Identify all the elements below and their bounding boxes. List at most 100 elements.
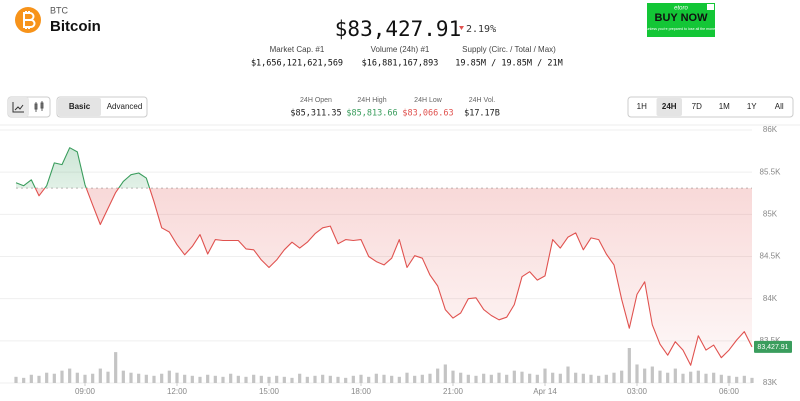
volume-bar bbox=[673, 368, 677, 383]
volume-bar bbox=[290, 377, 294, 383]
ad[interactable]: etoro BUY NOW Don't invest unless you're… bbox=[627, 3, 735, 37]
volume-bar bbox=[696, 370, 700, 383]
price-tag-label: 83,427.91 bbox=[757, 344, 788, 351]
volume-bar bbox=[367, 376, 371, 383]
volume-bar bbox=[466, 374, 470, 383]
volume-bar bbox=[482, 373, 486, 383]
volume-bar bbox=[443, 364, 447, 383]
volume-bar bbox=[83, 374, 87, 383]
stat-value: $16,881,167,893 bbox=[362, 59, 439, 69]
range-stat-value: $85,311.35 bbox=[290, 109, 341, 119]
volume-bar bbox=[451, 370, 455, 383]
volume-bar bbox=[512, 370, 516, 383]
x-tick-label: 15:00 bbox=[259, 387, 280, 396]
volume-bar bbox=[528, 373, 532, 383]
volume-bar bbox=[213, 375, 217, 383]
volume-bar bbox=[643, 368, 647, 383]
coin-glyph bbox=[23, 11, 36, 29]
volume-bar bbox=[259, 375, 263, 383]
range-label: 1H bbox=[637, 102, 647, 111]
volume-bar bbox=[305, 376, 309, 383]
volume-bar bbox=[420, 374, 424, 383]
candle-style-button[interactable] bbox=[34, 101, 44, 112]
y-tick-label: 86K bbox=[763, 125, 778, 134]
volume-bar bbox=[704, 373, 708, 383]
volume-bar bbox=[551, 372, 555, 383]
volume-bar bbox=[298, 373, 302, 383]
range-stat-label: 24H High bbox=[357, 97, 386, 104]
ad-box[interactable] bbox=[647, 3, 715, 37]
volume-bar bbox=[190, 375, 194, 383]
volume-bar bbox=[474, 375, 478, 383]
volume-bar bbox=[505, 374, 509, 383]
volume-bar bbox=[489, 374, 493, 383]
volume-bar bbox=[566, 366, 570, 383]
volume-bar bbox=[612, 372, 616, 383]
range-label: 1Y bbox=[747, 102, 757, 111]
volume-bar bbox=[60, 370, 64, 383]
volume-bar bbox=[45, 372, 49, 383]
volume-bar bbox=[22, 377, 26, 383]
price-tag bbox=[754, 340, 792, 353]
range-stat-label: 24H Open bbox=[300, 97, 332, 104]
volume-bar bbox=[627, 348, 631, 383]
volume-bar bbox=[275, 375, 279, 383]
range-stat-label: 24H Vol. bbox=[469, 97, 496, 104]
range-label: 1M bbox=[719, 102, 730, 111]
volume-bar bbox=[597, 375, 601, 383]
mode-label: Advanced bbox=[107, 102, 143, 111]
price-change: 2.19% bbox=[466, 24, 496, 35]
volume-bar bbox=[497, 372, 501, 383]
volume-bar bbox=[351, 375, 355, 383]
volume-bar bbox=[114, 352, 118, 383]
volume-bar bbox=[206, 374, 210, 383]
volume-bar bbox=[121, 370, 125, 383]
volume-bar bbox=[658, 370, 662, 383]
volume-bar bbox=[167, 370, 171, 383]
stat-label: Supply (Circ. / Total / Max) bbox=[462, 45, 556, 54]
coin-symbol: BTC bbox=[50, 5, 69, 15]
volume-bar bbox=[75, 372, 79, 383]
volume-bar bbox=[236, 375, 240, 383]
ad-close[interactable] bbox=[707, 4, 714, 10]
volume-bar bbox=[735, 376, 739, 383]
volume-bar bbox=[620, 370, 624, 383]
volume-bar bbox=[221, 376, 225, 383]
volume-bar bbox=[68, 368, 72, 383]
range-label: 7D bbox=[692, 102, 702, 111]
mode-button[interactable] bbox=[58, 98, 101, 116]
y-tick-label: 83.5K bbox=[760, 336, 782, 345]
volume-bar bbox=[413, 375, 417, 383]
y-tick-label: 84.5K bbox=[760, 252, 782, 261]
volume-bar bbox=[129, 372, 133, 383]
volume-bar bbox=[543, 368, 547, 383]
mode-button[interactable] bbox=[103, 98, 146, 116]
x-tick-label: Apr 14 bbox=[533, 387, 557, 396]
volume-bar bbox=[282, 376, 286, 383]
range-stat-label: 24H Low bbox=[414, 97, 443, 104]
volume-bar bbox=[244, 376, 248, 383]
mode-label: Basic bbox=[69, 102, 91, 111]
x-tick-label: 21:00 bbox=[443, 387, 464, 396]
volume-bar bbox=[359, 374, 363, 383]
volume-bar bbox=[436, 368, 440, 383]
volume-bar bbox=[344, 377, 348, 383]
volume-bar bbox=[37, 375, 41, 383]
volume-bar bbox=[29, 374, 33, 383]
stats: Market Cap. #1 $1,656,121,621,569 Volume (… bbox=[251, 45, 563, 68]
stat-value: $1,656,121,621,569 bbox=[251, 59, 343, 69]
down-arrow bbox=[459, 26, 464, 30]
volume-bar bbox=[98, 368, 102, 383]
x-tick-label: 09:00 bbox=[75, 387, 96, 396]
volume-bar bbox=[689, 371, 693, 383]
range-buttons: 1H 24H 7D 1M 1Y All bbox=[627, 96, 794, 118]
ad-brand: etoro bbox=[674, 6, 688, 12]
volume-bar bbox=[459, 372, 463, 383]
range-button-active[interactable] bbox=[656, 98, 683, 116]
y-tick-label: 83K bbox=[763, 378, 778, 387]
volume-bar bbox=[727, 375, 731, 383]
range-label: 24H bbox=[662, 102, 677, 111]
price-line bbox=[15, 147, 753, 366]
volume-bar bbox=[604, 374, 608, 383]
